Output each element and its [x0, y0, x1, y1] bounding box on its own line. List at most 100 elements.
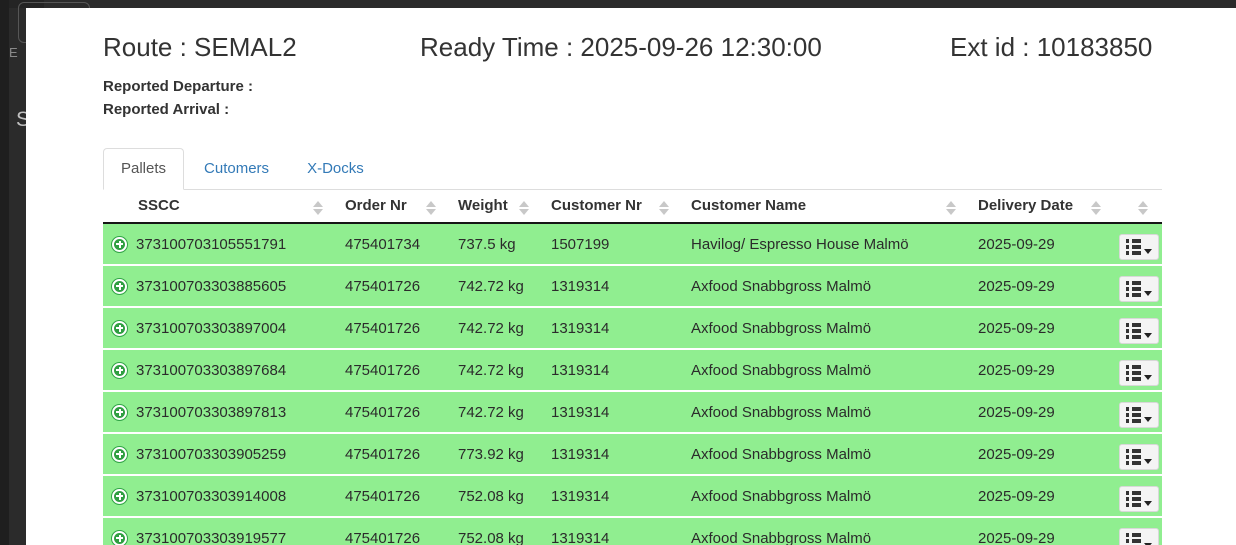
row-actions-button[interactable] [1118, 486, 1159, 512]
delivery-date-cell: 2025-09-29 [970, 433, 1115, 476]
caret-down-icon [1143, 500, 1152, 506]
sort-icon[interactable] [519, 201, 529, 215]
column-header-label: Customer Name [691, 197, 807, 214]
weight-cell: 742.72 kg [450, 307, 543, 350]
caret-down-icon [1143, 416, 1152, 422]
column-header-delivery-date[interactable]: Delivery Date [970, 190, 1115, 224]
sscc-cell: 373100703303897813 [103, 391, 337, 434]
list-dropdown-icon [1125, 491, 1141, 507]
column-header-customer-nr[interactable]: Customer Nr [543, 190, 683, 224]
actions-cell [1115, 517, 1162, 545]
actions-cell [1115, 223, 1162, 266]
column-header-label: Customer Nr [551, 197, 642, 214]
customer-name-cell: Axfood Snabbgross Malmö [683, 307, 970, 350]
sscc-cell: 373100703105551791 [103, 223, 337, 266]
caret-down-icon [1143, 458, 1152, 464]
column-header-customer-name[interactable]: Customer Name [683, 190, 970, 224]
route-details-modal: Route : SEMAL2 Ready Time : 2025-09-26 1… [26, 8, 1236, 545]
row-actions-button[interactable] [1118, 444, 1159, 470]
dark-top-tab [9, 0, 44, 8]
ext-id-title: Ext id : 10183850 [950, 32, 1153, 62]
tabs: Pallets Cutomers X-Docks [103, 148, 1162, 190]
table-row: 373100703303885605 475401726 742.72 kg 1319… [103, 265, 1162, 308]
tab-pallets[interactable]: Pallets [103, 148, 185, 190]
sort-icon[interactable] [1138, 201, 1148, 215]
row-actions-button[interactable] [1118, 360, 1159, 386]
sort-icon[interactable] [1091, 201, 1101, 215]
list-dropdown-icon [1125, 281, 1141, 297]
table-row: 373100703303919577 475401726 752.08 kg 1319… [103, 517, 1162, 545]
list-dropdown-icon [1125, 407, 1141, 423]
order-nr-cell: 475401726 [337, 307, 450, 350]
customer-nr-cell: 1319314 [543, 517, 683, 545]
column-header-label: SSCC [138, 197, 180, 214]
ready-time-title: Ready Time : 2025-09-26 12:30:00 [420, 32, 822, 62]
tab-x-docks[interactable]: X-Docks [307, 160, 364, 177]
sscc-value: 373100703303897684 [136, 361, 287, 379]
expand-plus-icon[interactable] [111, 319, 128, 337]
weight-cell: 742.72 kg [450, 265, 543, 308]
column-header-label: Order Nr [345, 197, 407, 214]
expand-plus-icon[interactable] [111, 487, 128, 505]
row-actions-button[interactable] [1118, 528, 1159, 545]
expand-plus-icon[interactable] [111, 235, 128, 253]
row-actions-button[interactable] [1118, 402, 1159, 428]
actions-cell [1115, 391, 1162, 434]
sscc-value: 373100703105551791 [136, 235, 287, 253]
column-header-order-nr[interactable]: Order Nr [337, 190, 450, 224]
column-header-sscc[interactable]: SSCC [103, 190, 337, 224]
customer-nr-cell: 1319314 [543, 307, 683, 350]
caret-down-icon [1143, 542, 1152, 545]
order-nr-cell: 475401726 [337, 391, 450, 434]
sort-icon[interactable] [659, 201, 669, 215]
caret-down-icon [1143, 290, 1152, 296]
sscc-cell: 373100703303897004 [103, 307, 337, 350]
caret-down-icon [1143, 248, 1152, 254]
expand-plus-icon[interactable] [111, 529, 128, 545]
weight-cell: 737.5 kg [450, 223, 543, 266]
column-header-blank[interactable] [1115, 190, 1162, 224]
delivery-date-cell: 2025-09-29 [970, 265, 1115, 308]
order-nr-cell: 475401726 [337, 433, 450, 476]
list-dropdown-icon [1125, 449, 1141, 465]
column-header-weight[interactable]: Weight [450, 190, 543, 224]
order-nr-cell: 475401726 [337, 349, 450, 392]
row-actions-button[interactable] [1118, 318, 1159, 344]
weight-cell: 752.08 kg [450, 517, 543, 545]
expand-plus-icon[interactable] [111, 277, 128, 295]
actions-cell [1115, 349, 1162, 392]
table-row: 373100703303897813 475401726 742.72 kg 1319… [103, 391, 1162, 434]
expand-plus-icon[interactable] [111, 445, 128, 463]
delivery-date-cell: 2025-09-29 [970, 349, 1115, 392]
row-actions-button[interactable] [1118, 276, 1159, 302]
list-dropdown-icon [1125, 239, 1141, 255]
expand-plus-icon[interactable] [111, 403, 128, 421]
table-row: 373100703303897684 475401726 742.72 kg 1319… [103, 349, 1162, 392]
sscc-cell: 373100703303914008 [103, 475, 337, 518]
order-nr-cell: 475401726 [337, 265, 450, 308]
delivery-date-cell: 2025-09-29 [970, 223, 1115, 266]
tab-cutomers[interactable]: Cutomers [204, 160, 270, 177]
column-header-label: Delivery Date [978, 197, 1074, 214]
delivery-date-cell: 2025-09-29 [970, 391, 1115, 434]
customer-name-cell: Axfood Snabbgross Malmö [683, 433, 970, 476]
modal-content: Route : SEMAL2 Ready Time : 2025-09-26 1… [26, 8, 1236, 545]
reported-times: Reported Departure : Reported Arrival : [103, 75, 1162, 121]
order-nr-cell: 475401734 [337, 223, 450, 266]
customer-name-cell: Axfood Snabbgross Malmö [683, 475, 970, 518]
customer-nr-cell: 1507199 [543, 223, 683, 266]
pallets-table: SSCC Order Nr Weight Customer Nr Customer Na… [103, 190, 1162, 545]
expand-plus-icon[interactable] [111, 361, 128, 379]
row-actions-button[interactable] [1118, 234, 1159, 260]
sort-icon[interactable] [426, 201, 436, 215]
sort-icon[interactable] [946, 201, 956, 215]
customer-name-cell: Axfood Snabbgross Malmö [683, 391, 970, 434]
actions-cell [1115, 307, 1162, 350]
sscc-value: 373100703303905259 [136, 445, 287, 463]
sort-icon[interactable] [313, 201, 323, 215]
actions-cell [1115, 433, 1162, 476]
sscc-value: 373100703303919577 [136, 529, 287, 545]
customer-name-cell: Havilog/ Espresso House Malmö [683, 223, 970, 266]
table-row: 373100703303914008 475401726 752.08 kg 1319… [103, 475, 1162, 518]
customer-name-cell: Axfood Snabbgross Malmö [683, 517, 970, 545]
